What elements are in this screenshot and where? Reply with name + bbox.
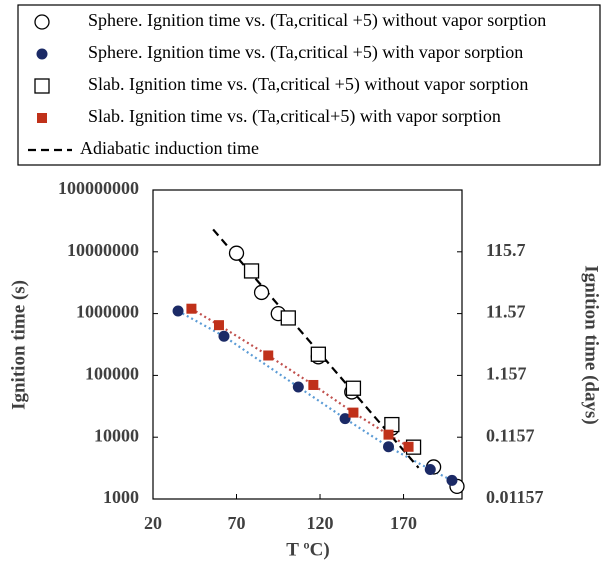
y-tick-label: 100000000 (58, 178, 139, 198)
data-point (263, 350, 274, 361)
y-tick-label: 1000000 (76, 302, 139, 322)
legend-label: Sphere. Ignition time vs. (Ta,critical +… (88, 42, 523, 63)
x-tick-label: 120 (307, 513, 334, 533)
data-point (253, 284, 270, 301)
data-point (383, 441, 395, 453)
data-point (292, 381, 304, 393)
y-tick-label: 10000 (94, 425, 139, 445)
y2-tick-label: 0.01157 (486, 487, 544, 507)
legend-swatch (37, 113, 47, 123)
data-point (228, 245, 245, 261)
data-point (403, 441, 414, 452)
data-point (310, 346, 327, 362)
y2-tick-label: 1.157 (486, 364, 527, 384)
y-tick-label: 10000000 (67, 240, 139, 260)
y-tick-label: 1000 (103, 487, 139, 507)
plot-frame (152, 189, 463, 500)
y2-tick-label: 11.57 (486, 302, 526, 322)
data-point (424, 464, 436, 476)
data-point (308, 379, 319, 390)
data-point (383, 429, 394, 440)
legend-label: Slab. Ignition time vs. (Ta,critical+5) … (88, 106, 501, 127)
x-tick-label: 70 (228, 513, 246, 533)
data-point (348, 407, 359, 418)
y-axis-title: Ignition time (s) (8, 280, 29, 410)
x-tick-label: 20 (144, 513, 162, 533)
x-axis-title: T ºC) (286, 539, 329, 560)
legend-label: Slab. Ignition time vs. (Ta,critical +5)… (88, 74, 528, 95)
y-tick-label: 100000 (85, 364, 139, 384)
data-point (218, 330, 230, 342)
data-point (339, 413, 351, 425)
legend-swatch (34, 14, 50, 30)
data-point (186, 303, 197, 314)
y2-tick-label: 115.7 (486, 240, 526, 260)
data-point (384, 416, 400, 433)
legend-swatch (34, 78, 50, 94)
data-point (213, 320, 224, 331)
legend-label: Adiabatic induction time (80, 138, 259, 158)
y2-axis-title: Ignition time (days) (581, 265, 602, 424)
data-point (172, 305, 184, 317)
data-point (345, 380, 362, 396)
data-point (280, 310, 296, 326)
data-point (446, 474, 458, 486)
legend-label: Sphere. Ignition time vs. (Ta,critical +… (88, 10, 546, 31)
data-point (243, 263, 260, 279)
legend-swatch (36, 48, 48, 60)
legend-box (17, 4, 601, 166)
x-tick-label: 170 (390, 513, 417, 533)
y2-tick-label: 0.1157 (486, 425, 535, 445)
